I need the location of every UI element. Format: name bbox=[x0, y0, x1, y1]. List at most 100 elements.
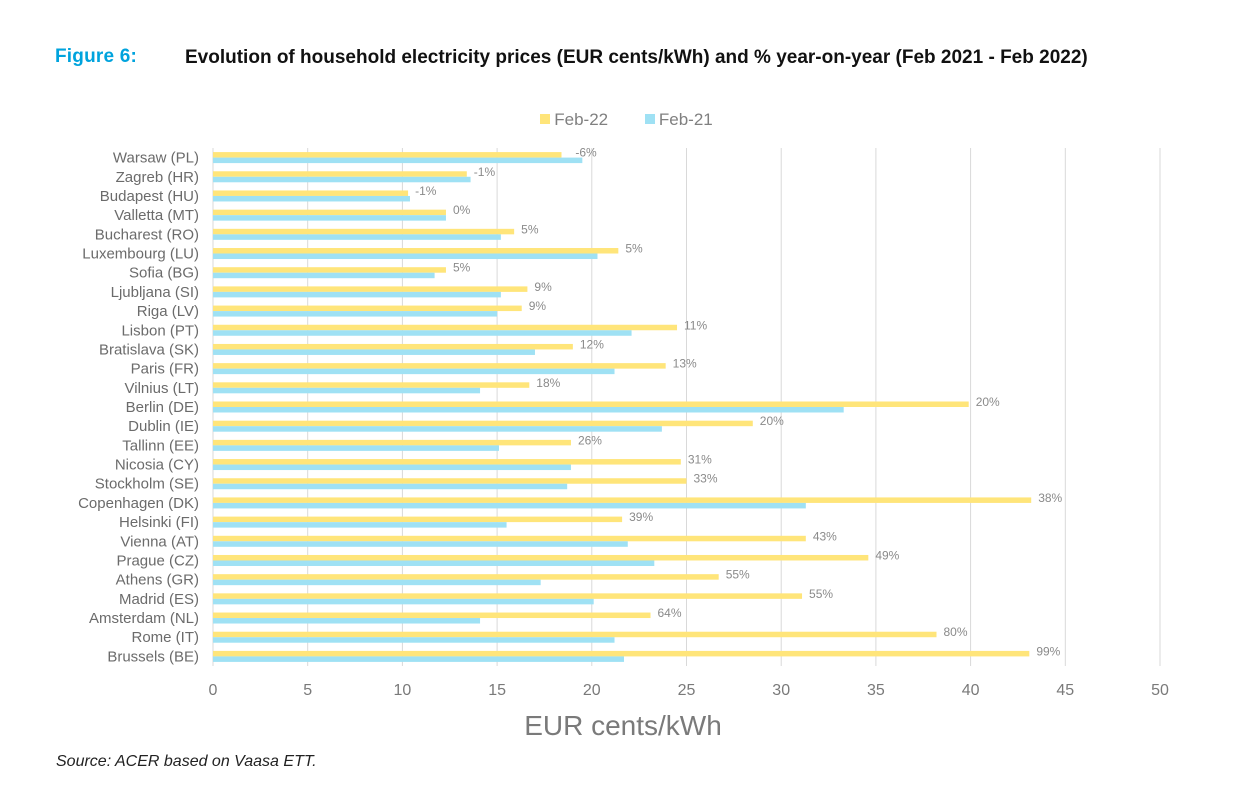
category-label: Stockholm (SE) bbox=[95, 476, 199, 493]
yoy-label: 99% bbox=[1036, 644, 1060, 658]
bar-feb22 bbox=[213, 324, 678, 331]
bar-feb22 bbox=[213, 267, 446, 273]
legend-swatch-feb21 bbox=[644, 114, 655, 124]
yoy-labels: -6% -1% -1% 0% 5% 5% 5% 9% 9% 11% 12% 13% 18% 20% 20% 2… bbox=[415, 146, 1062, 659]
category-label: Luxembourg (LU) bbox=[82, 246, 199, 263]
bar-feb22 bbox=[213, 574, 719, 580]
yoy-label: -1% bbox=[474, 165, 496, 179]
category-label: Nicosia (CY) bbox=[115, 457, 199, 474]
bar-feb22 bbox=[213, 554, 869, 561]
yoy-label: -1% bbox=[415, 184, 437, 198]
bar-feb21 bbox=[213, 464, 571, 471]
bar-feb21 bbox=[213, 407, 844, 413]
category-label: Brussels (BE) bbox=[107, 648, 199, 665]
yoy-label: 43% bbox=[813, 529, 837, 543]
yoy-label: 20% bbox=[976, 395, 1000, 409]
category-label: Vienna (AT) bbox=[120, 533, 199, 550]
yoy-label: 18% bbox=[536, 376, 560, 390]
category-labels: Warsaw (PL) Zagreb (HR) Budapest (HU) Valle… bbox=[78, 150, 199, 666]
category-label: Warsaw (PL) bbox=[113, 150, 199, 167]
x-tick-label: 0 bbox=[209, 682, 218, 699]
bar-feb22 bbox=[213, 535, 806, 542]
bar-feb22 bbox=[213, 612, 651, 619]
bar-feb22 bbox=[213, 439, 571, 446]
category-label: Prague (CZ) bbox=[116, 552, 199, 569]
yoy-label: 39% bbox=[629, 510, 653, 524]
bar-feb21 bbox=[213, 234, 501, 240]
bar-feb22 bbox=[213, 248, 619, 254]
category-label: Riga (LV) bbox=[137, 303, 199, 320]
chart-legend: Feb-22 Feb-21 bbox=[0, 110, 1253, 130]
yoy-label: 5% bbox=[625, 242, 643, 256]
category-label: Budapest (HU) bbox=[100, 188, 199, 205]
yoy-label: 38% bbox=[1038, 491, 1062, 505]
x-tick-label: 25 bbox=[678, 682, 696, 699]
x-tick-labels: 0 5 10 15 20 25 30 35 40 45 50 bbox=[209, 682, 1169, 699]
x-tick-label: 5 bbox=[303, 682, 312, 699]
yoy-label: 11% bbox=[684, 318, 707, 332]
bar-feb22 bbox=[213, 228, 515, 235]
yoy-label: 26% bbox=[578, 433, 602, 447]
category-label: Copenhagen (DK) bbox=[78, 495, 199, 512]
yoy-label: 0% bbox=[453, 203, 471, 217]
figure-title: Evolution of household electricity price… bbox=[185, 47, 1088, 68]
bar-feb22 bbox=[213, 478, 687, 484]
bar-feb21 bbox=[213, 368, 615, 375]
bar-feb21 bbox=[213, 387, 481, 394]
source-note: Source: ACER based on Vaasa ETT. bbox=[56, 753, 317, 770]
x-tick-label: 30 bbox=[772, 682, 790, 699]
bar-feb22 bbox=[213, 343, 573, 350]
category-label: Lisbon (PT) bbox=[121, 322, 199, 339]
yoy-label: 55% bbox=[809, 587, 833, 601]
x-tick-label: 35 bbox=[867, 682, 885, 699]
category-label: Tallinn (EE) bbox=[122, 437, 199, 454]
category-label: Ljubljana (SI) bbox=[111, 284, 199, 301]
category-label: Dublin (IE) bbox=[128, 418, 199, 435]
bar-feb22 bbox=[213, 516, 623, 523]
bar-feb21 bbox=[213, 502, 806, 509]
legend-swatch-feb22 bbox=[540, 114, 551, 124]
yoy-label: 49% bbox=[875, 548, 899, 562]
yoy-label: 80% bbox=[944, 625, 968, 639]
category-label: Bratislava (SK) bbox=[99, 341, 199, 358]
bars bbox=[213, 152, 1032, 662]
x-tick-label: 50 bbox=[1151, 682, 1169, 699]
category-label: Athens (GR) bbox=[116, 572, 199, 589]
bar-feb22 bbox=[213, 286, 528, 292]
figure-number: Figure 6: bbox=[55, 46, 138, 67]
bar-feb21 bbox=[213, 426, 662, 432]
bar-feb22 bbox=[213, 190, 409, 196]
category-label: Amsterdam (NL) bbox=[89, 610, 199, 627]
bar-feb22 bbox=[213, 152, 562, 158]
yoy-label: 13% bbox=[673, 357, 697, 371]
bar-feb22 bbox=[213, 401, 969, 407]
bar-feb21 bbox=[213, 637, 615, 643]
yoy-label: 33% bbox=[694, 472, 718, 486]
bar-feb21 bbox=[213, 579, 541, 586]
bar-feb21 bbox=[213, 157, 583, 164]
bar-feb22 bbox=[213, 363, 666, 369]
legend-item-feb21: Feb-21 bbox=[644, 110, 713, 130]
bar-feb22 bbox=[213, 171, 467, 177]
yoy-label: 5% bbox=[453, 261, 471, 275]
bar-feb21 bbox=[213, 618, 481, 624]
x-tick-label: 45 bbox=[1056, 682, 1074, 699]
yoy-label: 12% bbox=[580, 337, 604, 351]
bar-feb21 bbox=[213, 253, 598, 260]
bar-feb21 bbox=[213, 445, 499, 451]
bar-feb21 bbox=[213, 176, 471, 183]
bar-feb21 bbox=[213, 656, 624, 662]
bar-feb22 bbox=[213, 459, 681, 465]
category-label: Rome (IT) bbox=[132, 629, 200, 646]
bar-feb21 bbox=[213, 330, 632, 336]
bar-feb22 bbox=[213, 593, 803, 599]
yoy-label: 9% bbox=[529, 299, 547, 313]
category-label: Sofia (BG) bbox=[129, 265, 199, 282]
bar-feb21 bbox=[213, 291, 501, 298]
bar-feb22 bbox=[213, 382, 530, 388]
x-tick-label: 40 bbox=[962, 682, 980, 699]
x-tick-label: 10 bbox=[394, 682, 412, 699]
bar-feb22 bbox=[213, 497, 1032, 503]
x-axis-title: EUR cents/kWh bbox=[524, 710, 722, 741]
